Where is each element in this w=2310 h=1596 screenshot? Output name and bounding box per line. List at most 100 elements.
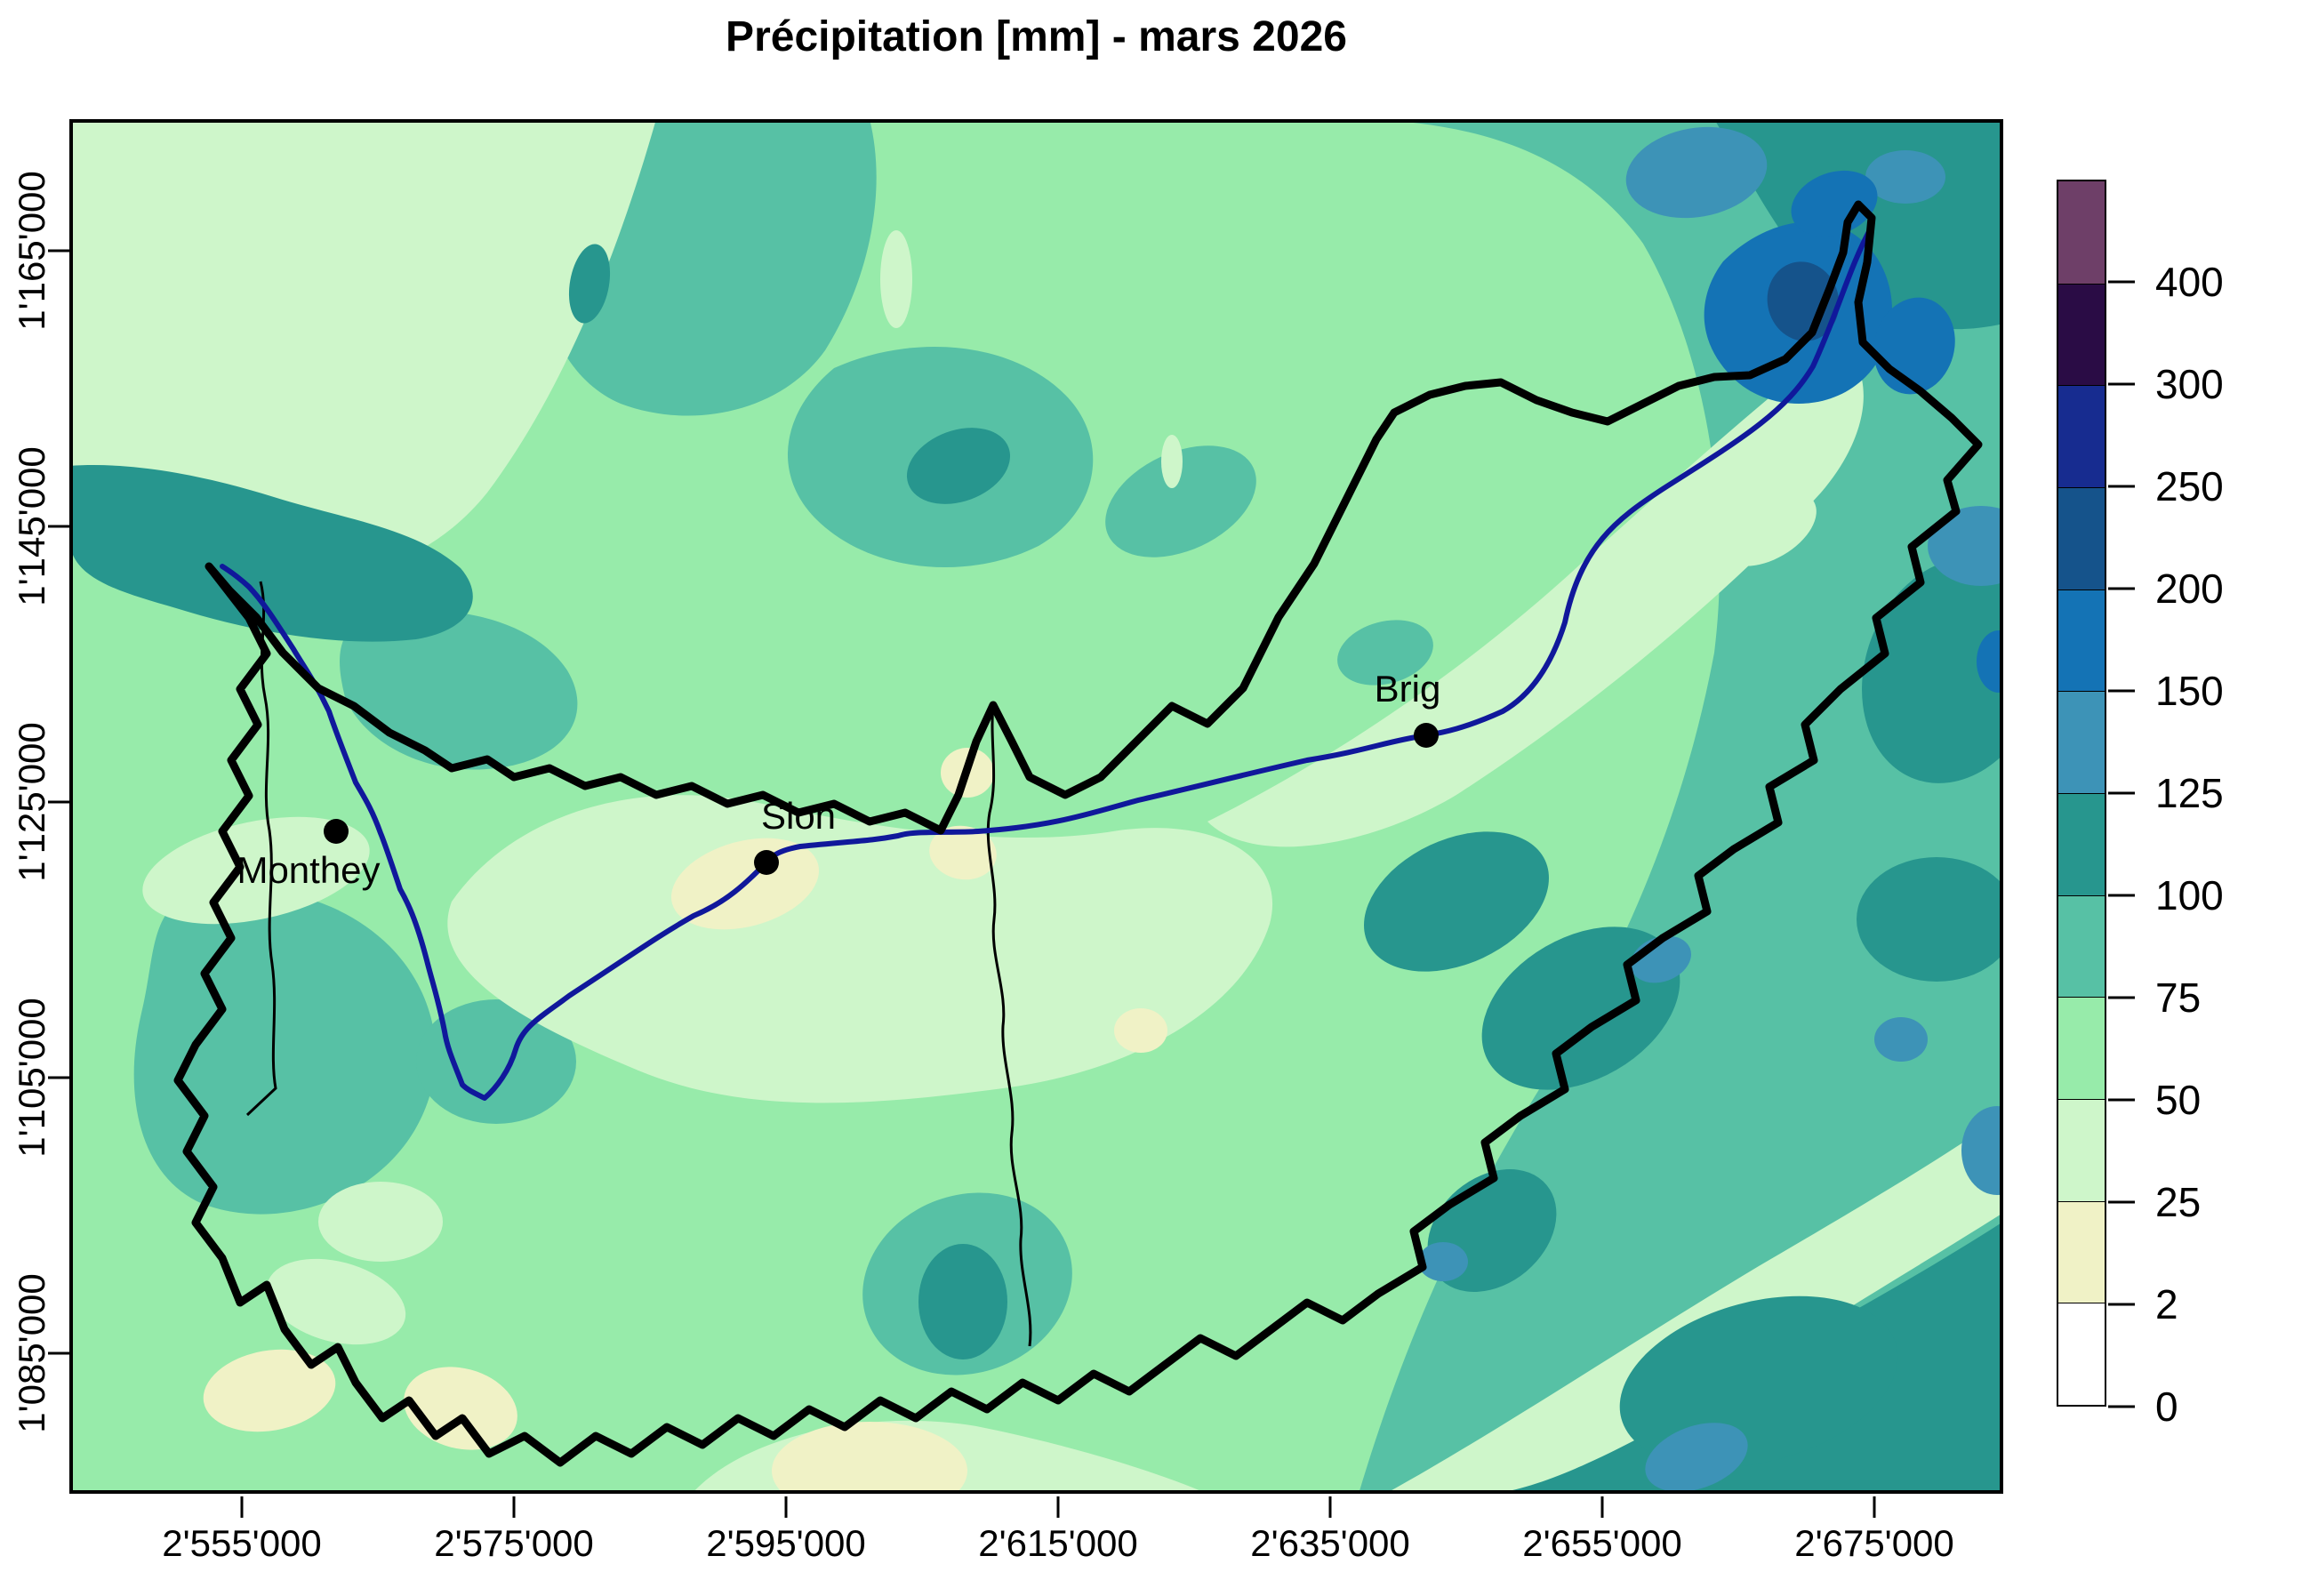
- legend-tick-mark: [2108, 1098, 2135, 1102]
- plot-title: Précipitation [mm] - mars 2026: [726, 13, 1347, 60]
- legend-tick-label: 25: [2155, 1179, 2202, 1225]
- legend-bin-125-150: [2058, 691, 2105, 793]
- y-axis-label: 1'105'000: [11, 998, 52, 1158]
- x-axis-tick: [1600, 1496, 1604, 1518]
- legend-tick-mark: [2108, 894, 2135, 897]
- legend-tick-mark: [2108, 996, 2135, 999]
- legend-tick-mark: [2108, 280, 2135, 284]
- legend-tick-label: 75: [2155, 974, 2202, 1021]
- legend-bin->400: [2058, 181, 2105, 284]
- contour-region-mint-spot-a: [1719, 490, 1817, 566]
- contour-region-blue-d: [1977, 630, 2003, 693]
- contour-region-se-strip: [1448, 1222, 2003, 1494]
- city-label-monthey: Monthey: [237, 849, 381, 891]
- x-axis-tick: [1873, 1496, 1876, 1518]
- legend-bin-75-100: [2058, 894, 2105, 998]
- legend-tick-mark: [2108, 485, 2135, 488]
- city-dot-sion: [754, 850, 779, 875]
- contour-region-darkteal-top-spot: [568, 244, 611, 324]
- y-axis-tick: [48, 1351, 69, 1355]
- contour-region-sw-blob: [416, 999, 576, 1124]
- x-axis-label: 2'675'000: [1794, 1522, 1954, 1564]
- legend-tick-label: 2: [2155, 1281, 2178, 1327]
- contour-region-nw-brig: [1337, 620, 1433, 686]
- legend-bin-50-75: [2058, 997, 2105, 1099]
- legend-tick-label: 0: [2155, 1383, 2178, 1430]
- contour-region-darkteal-se-c: [1857, 857, 2003, 982]
- x-axis-label: 2'575'000: [434, 1522, 594, 1564]
- x-axis-label: 2'595'000: [706, 1522, 866, 1564]
- legend-tick-label: 150: [2155, 668, 2224, 714]
- legend-tick-mark: [2108, 382, 2135, 386]
- x-axis-label: 2'635'000: [1250, 1522, 1410, 1564]
- contour-region-mint-northwest: [69, 119, 656, 581]
- y-axis-label: 1'145'000: [11, 446, 52, 606]
- x-axis-tick: [784, 1496, 788, 1518]
- legend-tick-label: 100: [2155, 872, 2224, 918]
- legend-tick-label: 400: [2155, 259, 2224, 305]
- contour-region-blue-b: [1791, 170, 1878, 237]
- contour-region-north-mid: [1105, 445, 1256, 557]
- x-axis-tick: [512, 1496, 516, 1518]
- legend-tick-mark: [2108, 1200, 2135, 1204]
- legend-bin-200-250: [2058, 486, 2105, 589]
- legend-bin-250-300: [2058, 385, 2105, 487]
- x-axis-tick: [1056, 1496, 1060, 1518]
- contour-region-mint-spot-b: [1161, 435, 1183, 488]
- city-label-brig: Brig: [1374, 668, 1441, 710]
- legend-bin-2-25: [2058, 1200, 2105, 1303]
- x-axis-label: 2'555'000: [162, 1522, 322, 1564]
- contour-region-steelblue-c: [1928, 506, 2003, 586]
- legend-color-bar: [2057, 180, 2106, 1407]
- contour-region-steelblue-b: [1865, 150, 1945, 204]
- contour-region-mint-sw-a: [318, 1182, 443, 1262]
- legend-bin-0-2: [2058, 1303, 2105, 1405]
- contour-region-steelblue-a: [1625, 126, 1768, 219]
- x-axis-tick: [1328, 1496, 1332, 1518]
- y-axis-tick: [48, 800, 69, 804]
- legend-tick-mark: [2108, 1303, 2135, 1306]
- canton-boundary: [173, 200, 1983, 1467]
- legend-tick-mark: [2108, 587, 2135, 590]
- precipitation-map: [69, 119, 2003, 1494]
- contour-region-mint-valley: [447, 795, 1273, 1103]
- contour-region-steelblue-g: [1645, 1423, 1748, 1492]
- legend-tick-label: 50: [2155, 1077, 2202, 1123]
- contour-region-darkteal-south-brig: [1364, 831, 1549, 972]
- contour-region-darkteal-se-b: [1619, 1295, 1898, 1468]
- district-boundary-central: [986, 704, 1032, 1347]
- contour-region-mint-sw-b: [266, 1258, 406, 1345]
- contour-region-mint-sliver: [880, 230, 912, 328]
- y-axis-tick: [48, 1076, 69, 1079]
- legend-bin-300-400: [2058, 283, 2105, 386]
- map-frame: Monthey Sion Brig: [69, 119, 2003, 1494]
- y-axis-label: 1'085'000: [11, 1273, 52, 1433]
- y-axis-tick: [48, 249, 69, 253]
- contour-region-darkteal-north: [906, 428, 1011, 504]
- contour-region-darkteal-below-sion: [918, 1244, 1007, 1359]
- y-axis-label: 1'125'000: [11, 722, 52, 882]
- legend-bin-25-50: [2058, 1098, 2105, 1201]
- contour-region-navy-core: [1767, 261, 1840, 341]
- contour-region-yellow-south: [772, 1422, 967, 1494]
- contour-region-yellow-mid-a: [929, 825, 997, 880]
- legend-tick-mark: [2108, 1405, 2135, 1408]
- legend-bin-150-200: [2058, 589, 2105, 692]
- city-dot-monthey: [324, 819, 349, 844]
- contour-region-yellow-mid-c: [1114, 1008, 1167, 1053]
- contour-region-yellow-sw-a: [203, 1349, 336, 1432]
- contour-region-steelblue-f: [1418, 1242, 1468, 1281]
- legend-tick-mark: [2108, 689, 2135, 693]
- contour-region-steelblue-h: [1874, 1017, 1928, 1062]
- x-axis-tick: [240, 1496, 244, 1518]
- legend-tick-label: 300: [2155, 361, 2224, 407]
- y-axis-label: 1'165'000: [11, 171, 52, 331]
- legend-tick-label: 250: [2155, 463, 2224, 509]
- x-axis-label: 2'615'000: [978, 1522, 1138, 1564]
- legend-tick-mark: [2108, 791, 2135, 795]
- contour-region-darkteal-west-band: [69, 465, 473, 642]
- legend-tick-label: 125: [2155, 770, 2224, 816]
- contour-region-west-sion: [340, 610, 578, 770]
- city-dot-brig: [1414, 723, 1439, 748]
